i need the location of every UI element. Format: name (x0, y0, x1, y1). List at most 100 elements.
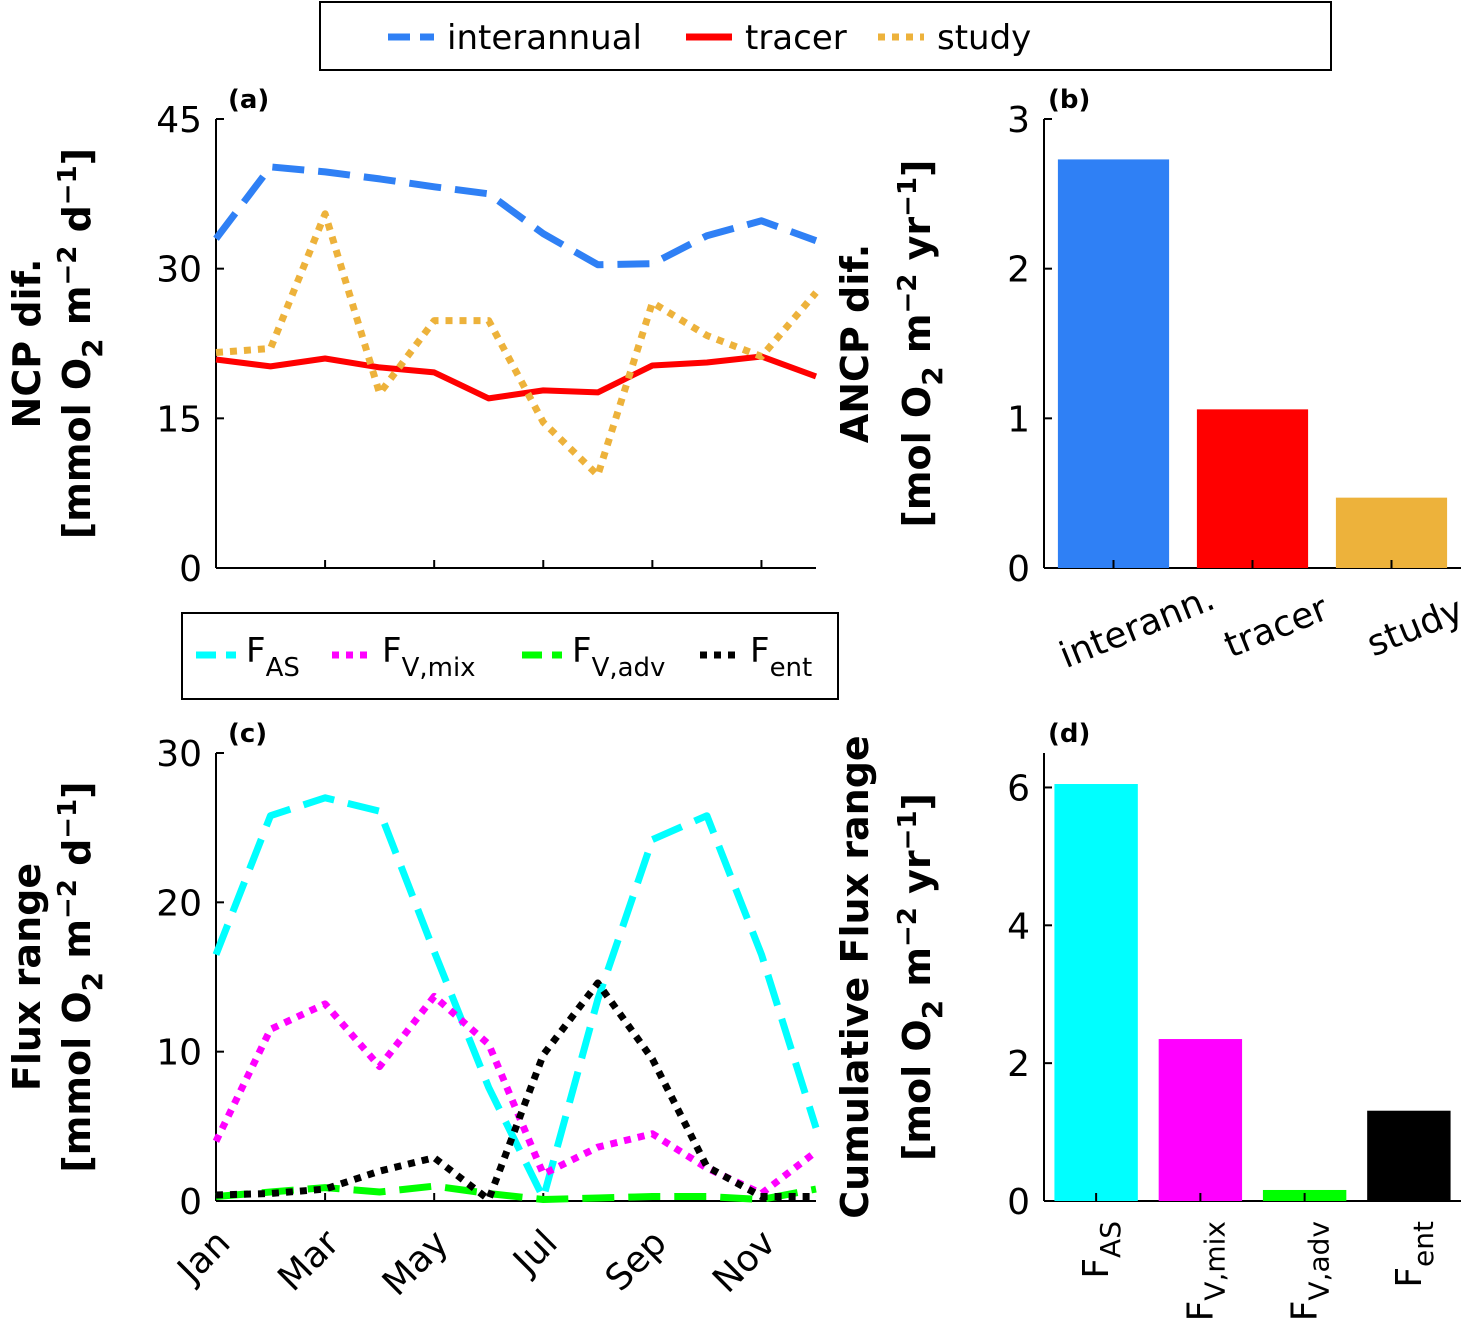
panel-c-line-chart: 0 10 20 30 (c) Jan Mar May Jul Sep Nov Flux range [m… (5, 719, 820, 1304)
units-part: m (895, 947, 939, 1000)
units-part: ] (55, 781, 99, 798)
c-panel-label: (c) (228, 719, 267, 749)
b-y-tick-label: 0 (1007, 549, 1030, 590)
c-x-tick-label: Jan (169, 1222, 239, 1292)
label-subscript: ent (1407, 1221, 1440, 1267)
b-bar (1335, 497, 1448, 568)
legend-bottom-label: FAS (246, 631, 300, 683)
units-part: m (895, 313, 939, 366)
units-superscript: −2 (893, 907, 923, 947)
legend-top: interannual tracer study (319, 1, 1332, 71)
units-subscript: 2 (76, 338, 109, 357)
units-part: yr (895, 850, 939, 907)
label-main: F (572, 631, 592, 671)
b-bar (1196, 409, 1309, 568)
label-main: F (750, 631, 770, 671)
label-subscript: V,mix (402, 653, 476, 683)
d-y-tick-label: 2 (1007, 1044, 1030, 1085)
c-series-f-v-mix (212, 992, 819, 1197)
units-part: [mol O (895, 386, 939, 528)
units-part: yr (895, 217, 939, 274)
b-y-tick-label: 3 (1007, 100, 1030, 141)
c-x-tick-label: Nov (705, 1222, 784, 1301)
legend-bottom-label: FV,mix (382, 631, 476, 683)
a-series-interannual (213, 163, 818, 269)
c-x-tick-label: Sep (598, 1222, 675, 1299)
c-y-tick-label: 10 (156, 1033, 202, 1074)
units-part: ] (55, 148, 99, 165)
a-y-axis-title: NCP dif. (5, 259, 49, 429)
a-series-study (215, 210, 819, 479)
label-subscript: V,mix (1198, 1221, 1231, 1301)
legend-top-box (319, 1, 1332, 71)
panel-b-bar-chart: 0 1 2 3 (b) interann.tracer study ANCP dif. [mol… (833, 85, 1464, 677)
label-subscript: V,adv (592, 653, 666, 683)
units-part: m (55, 286, 99, 339)
d-y-axis-title: Cumulative Flux range (833, 735, 877, 1218)
units-superscript: −2 (53, 879, 83, 919)
a-series-tracer (215, 353, 818, 402)
a-y-tick-label: 0 (179, 549, 202, 590)
units-part: ] (895, 160, 939, 177)
d-bar (1367, 1110, 1451, 1201)
units-subscript: 2 (916, 366, 949, 385)
units-superscript: −1 (893, 810, 923, 850)
units-superscript: −1 (893, 177, 923, 217)
c-series-f-ent (215, 979, 816, 1203)
d-x-tick-label: FV,adv (1285, 1221, 1336, 1321)
legend-bottom: FAS FV,mix FV,adv Fent (181, 612, 839, 700)
c-y-axis-units: [mmol O2 m−2 d−1] (53, 781, 109, 1172)
d-bar (1054, 784, 1138, 1201)
b-y-axis-title: ANCP dif. (833, 244, 877, 443)
legend-top-label: tracer (745, 18, 847, 58)
label-subscript: V,adv (1303, 1221, 1336, 1301)
c-y-tick-label: 20 (156, 883, 202, 924)
b-bar (1057, 159, 1170, 568)
legend-bottom-label: FV,adv (572, 631, 665, 683)
units-part: d (55, 205, 99, 245)
label-main: F (246, 631, 266, 671)
label-subscript: ent (770, 653, 813, 683)
units-part: [mol O (895, 1019, 939, 1161)
a-y-axis-units: [mmol O2 m−2 d−1] (53, 148, 109, 539)
legend-top-label: study (937, 18, 1031, 58)
label-main: F (1285, 1301, 1326, 1322)
units-part: m (55, 919, 99, 972)
d-x-tick-label: Fent (1389, 1221, 1440, 1288)
b-x-tick-label: study (1361, 590, 1464, 665)
b-panel-label: (b) (1048, 85, 1090, 115)
a-y-tick-label: 30 (156, 250, 202, 291)
a-panel-label: (a) (228, 85, 269, 115)
units-superscript: −2 (53, 246, 83, 286)
b-x-tick-label: interann. (1054, 578, 1221, 677)
c-y-tick-label: 30 (156, 734, 202, 775)
label-main: F (1180, 1301, 1221, 1322)
legend-top-label: interannual (447, 18, 642, 58)
units-subscript: 2 (76, 972, 109, 991)
label-subscript: AS (1094, 1221, 1127, 1258)
units-superscript: −2 (893, 274, 923, 314)
a-y-tick-label: 45 (156, 100, 202, 141)
b-x-tick-label: tracer (1219, 588, 1334, 666)
d-bar (1158, 1039, 1243, 1201)
label-main: F (1076, 1258, 1117, 1279)
c-x-tick-label: May (375, 1222, 457, 1304)
a-y-tick-label: 15 (156, 399, 202, 440)
c-x-tick-label: Mar (270, 1222, 347, 1299)
units-part: [mmol O (55, 358, 99, 539)
units-superscript: −1 (53, 799, 83, 839)
units-part: [mmol O (55, 991, 99, 1172)
label-main: F (1389, 1267, 1430, 1288)
units-part: d (55, 839, 99, 879)
d-panel-label: (d) (1048, 719, 1090, 749)
units-part: ] (895, 793, 939, 810)
b-y-tick-label: 2 (1007, 250, 1030, 291)
d-x-tick-label: FAS (1076, 1221, 1127, 1279)
c-y-axis-title: Flux range (5, 863, 49, 1091)
d-y-axis-units: [mol O2 m−2 yr−1] (893, 793, 949, 1161)
c-x-tick-label: Jul (505, 1222, 566, 1283)
c-y-tick-label: 0 (179, 1182, 202, 1223)
units-subscript: 2 (916, 1000, 949, 1019)
